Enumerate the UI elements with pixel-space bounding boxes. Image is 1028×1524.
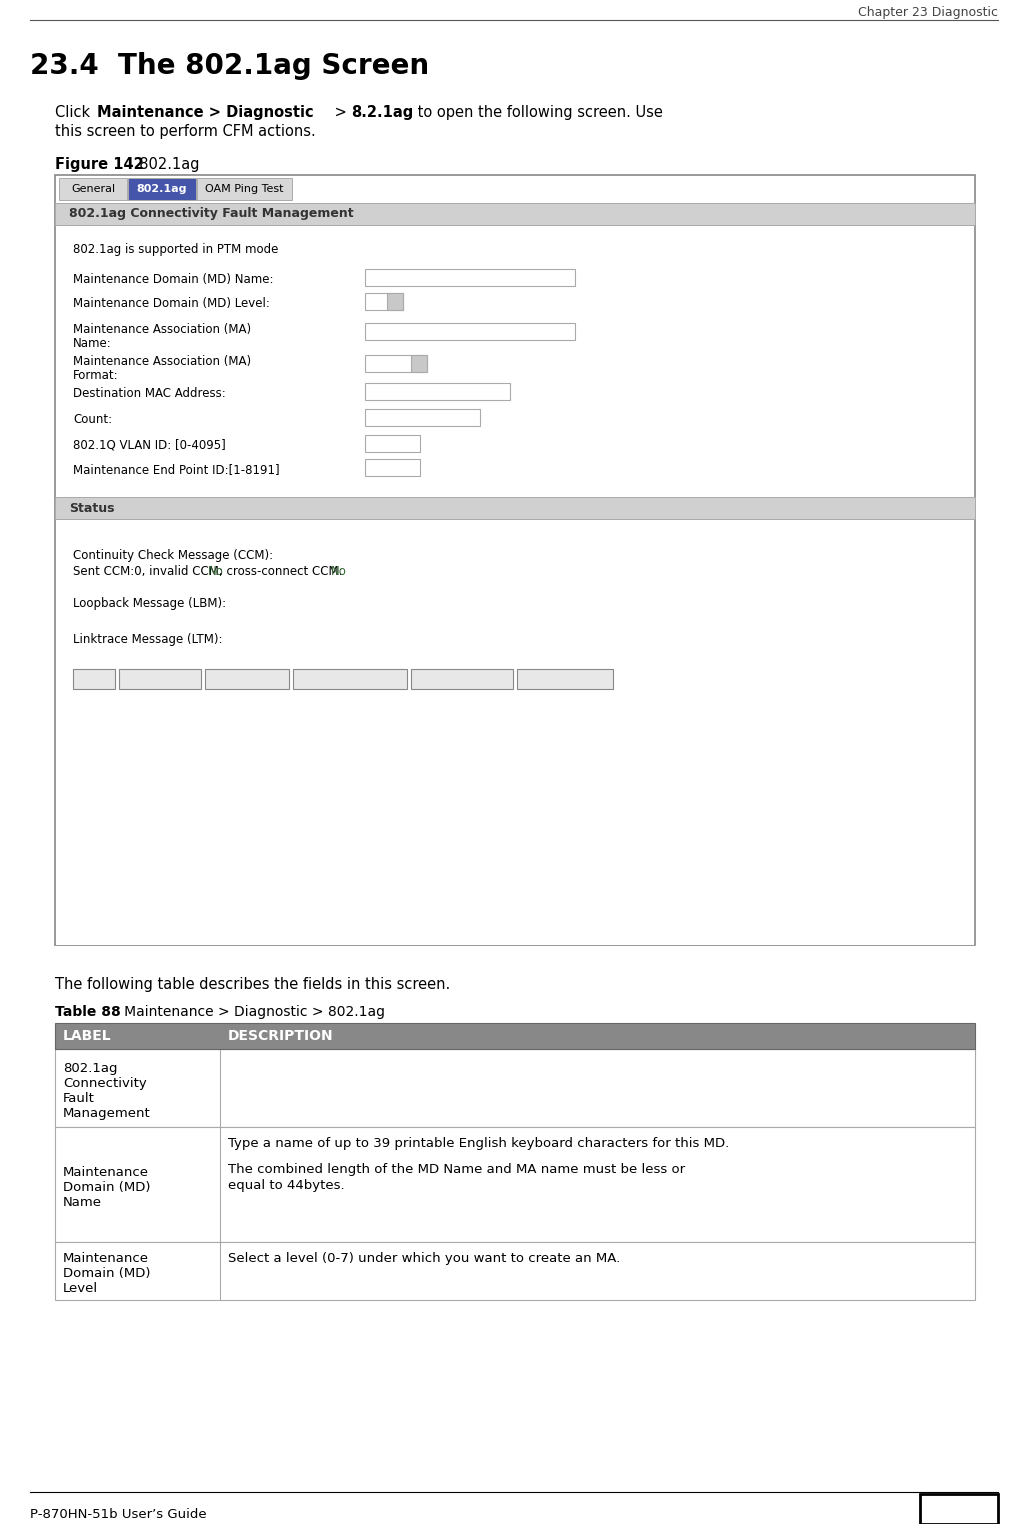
Bar	[56, 226, 974, 945]
Bar	[73, 669, 115, 689]
Text: 0: 0	[368, 460, 375, 474]
Text: 802.1Q VLAN ID: [0-4095]: 802.1Q VLAN ID: [0-4095]	[73, 439, 226, 453]
Text: Maintenance End Point ID:[1-8191]: Maintenance End Point ID:[1-8191]	[73, 463, 280, 475]
Text: Save: Save	[81, 674, 107, 684]
Text: Chapter 23 Diagnostic: Chapter 23 Diagnostic	[858, 6, 998, 18]
Text: Name:: Name:	[73, 337, 112, 351]
Bar	[365, 383, 510, 399]
Text: Table 88: Table 88	[56, 1004, 120, 1020]
Bar	[293, 669, 407, 689]
Text: Domain (MD): Domain (MD)	[63, 1268, 150, 1280]
Text: 802.1ag: 802.1ag	[137, 184, 187, 194]
Bar	[387, 293, 403, 309]
Text: Integer: Integer	[368, 357, 410, 370]
Text: Maintenance: Maintenance	[63, 1253, 149, 1265]
Text: Send Linktrace: Send Linktrace	[526, 674, 604, 684]
Text: equal to 44bytes.: equal to 44bytes.	[228, 1180, 344, 1192]
Bar	[56, 175, 975, 945]
Text: Fault: Fault	[63, 1093, 95, 1105]
Text: DESCRIPTION: DESCRIPTION	[228, 1029, 334, 1042]
Text: Connectivity: Connectivity	[63, 1077, 147, 1090]
Text: The combined length of the MD Name and MA name must be less or: The combined length of the MD Name and M…	[228, 1163, 685, 1177]
Bar	[517, 669, 613, 689]
Text: 2: 2	[368, 296, 375, 308]
Text: Disable CCM: Disable CCM	[214, 674, 280, 684]
Bar	[411, 355, 427, 372]
Text: No: No	[331, 565, 346, 578]
Bar	[119, 669, 201, 689]
Text: this screen to perform CFM actions.: this screen to perform CFM actions.	[56, 123, 316, 139]
Bar	[920, 1494, 998, 1524]
Text: LABEL: LABEL	[63, 1029, 112, 1042]
Text: Destination MAC Address:: Destination MAC Address:	[73, 387, 226, 399]
Bar	[365, 408, 480, 427]
Text: Loopback Message (LBM):: Loopback Message (LBM):	[73, 597, 226, 610]
Text: OAM Ping Test: OAM Ping Test	[206, 184, 284, 194]
Text: Type a name of up to 39 printable English keyboard characters for this MD.: Type a name of up to 39 printable Englis…	[228, 1137, 729, 1151]
Text: Maintenance Domain (MD) Level:: Maintenance Domain (MD) Level:	[73, 297, 270, 309]
Text: , cross-connect CCM:: , cross-connect CCM:	[219, 565, 342, 578]
Text: Format:: Format:	[73, 369, 118, 383]
Text: 802.1ag is supported in PTM mode: 802.1ag is supported in PTM mode	[73, 242, 279, 256]
Bar	[59, 178, 127, 200]
Text: Send Loopback: Send Loopback	[423, 674, 502, 684]
Text: Sent CCM:0, invalid CCM:: Sent CCM:0, invalid CCM:	[73, 565, 223, 578]
Text: 802.1ag: 802.1ag	[130, 157, 199, 172]
Text: 802.1ag Connectivity Fault Management: 802.1ag Connectivity Fault Management	[69, 207, 354, 221]
Text: The following table describes the fields in this screen.: The following table describes the fields…	[56, 977, 450, 992]
Text: Maintenance Association (MA): Maintenance Association (MA)	[73, 323, 251, 335]
Bar	[365, 459, 420, 475]
Text: >: >	[330, 105, 352, 120]
Bar	[56, 203, 975, 226]
Text: ▼: ▼	[416, 360, 421, 367]
Bar	[197, 178, 292, 200]
Text: Maintenance Domain (MD) Name:: Maintenance Domain (MD) Name:	[73, 273, 273, 287]
Text: Linktrace Message (LTM):: Linktrace Message (LTM):	[73, 632, 222, 646]
Text: Name: Name	[63, 1196, 102, 1209]
Bar	[56, 1049, 975, 1128]
Bar	[365, 434, 420, 453]
Bar	[56, 497, 975, 520]
Text: 802.1ag: 802.1ag	[63, 1062, 117, 1074]
Bar	[56, 1128, 975, 1242]
Text: 23.4  The 802.1ag Screen: 23.4 The 802.1ag Screen	[30, 52, 429, 79]
Text: No: No	[208, 565, 223, 578]
Text: Select a level (0‑7) under which you want to create an MA.: Select a level (0‑7) under which you wan…	[228, 1253, 620, 1265]
Bar	[365, 355, 427, 372]
Text: to open the following screen. Use: to open the following screen. Use	[413, 105, 663, 120]
Text: Management: Management	[63, 1106, 151, 1120]
Text: Maintenance > Diagnostic > 802.1ag: Maintenance > Diagnostic > 802.1ag	[111, 1004, 386, 1020]
Text: Count:: Count:	[73, 413, 112, 427]
Text: P-870HN-51b User’s Guide: P-870HN-51b User’s Guide	[30, 1507, 207, 1521]
Text: Click: Click	[56, 105, 95, 120]
Bar	[365, 293, 403, 309]
Text: Maintenance > Diagnostic: Maintenance > Diagnostic	[97, 105, 314, 120]
Text: Status: Status	[69, 501, 114, 515]
Text: 0: 0	[368, 411, 375, 424]
Text: Continuity Check Message (CCM):: Continuity Check Message (CCM):	[73, 549, 273, 562]
Text: Enable CCM: Enable CCM	[128, 674, 191, 684]
Text: 0: 0	[368, 437, 375, 450]
Bar	[365, 323, 575, 340]
Bar	[128, 178, 196, 200]
Bar	[56, 1242, 975, 1300]
Text: Maintenance Association (MA): Maintenance Association (MA)	[73, 355, 251, 367]
Text: Maintenance: Maintenance	[63, 1166, 149, 1180]
Text: 243: 243	[933, 1497, 985, 1521]
Text: Level: Level	[63, 1283, 98, 1295]
Text: General: General	[71, 184, 115, 194]
Text: Domain (MD): Domain (MD)	[63, 1181, 150, 1193]
Text: ▼: ▼	[392, 297, 398, 306]
Bar	[205, 669, 289, 689]
Text: 8.2.1ag: 8.2.1ag	[351, 105, 413, 120]
Bar	[365, 270, 575, 287]
Bar	[56, 1023, 975, 1049]
Text: Update CC status: Update CC status	[304, 674, 396, 684]
Text: Figure 142: Figure 142	[56, 157, 144, 172]
Bar	[411, 669, 513, 689]
